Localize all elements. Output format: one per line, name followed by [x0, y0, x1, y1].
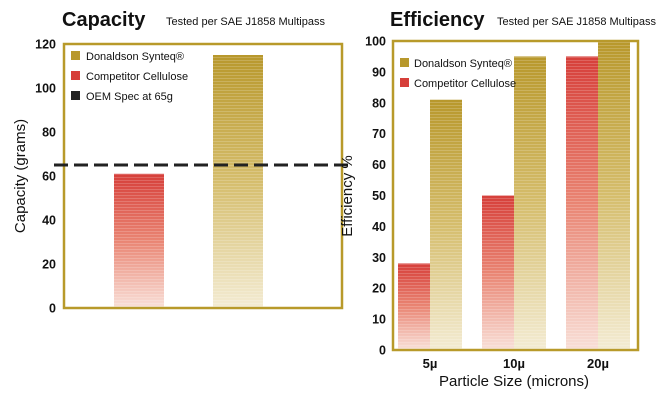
y-tick-label: 0	[379, 344, 386, 358]
y-tick-label: 80	[42, 126, 56, 140]
x-tick-label: 20µ	[587, 356, 609, 371]
bars	[114, 55, 263, 307]
bar-texture	[430, 99, 462, 349]
y-tick-label: 100	[365, 35, 386, 49]
y-tick-label: 30	[372, 251, 386, 265]
y-tick-label: 10	[372, 313, 386, 327]
y-tick-label: 120	[35, 38, 56, 52]
plot-frame	[391, 39, 640, 352]
legend-label-oem: OEM Spec at 65g	[86, 91, 173, 103]
bar-texture	[514, 56, 546, 349]
legend-label-cellulose: Competitor Cellulose	[414, 78, 516, 90]
bar-texture	[482, 195, 514, 349]
y-tick-label: 20	[372, 282, 386, 296]
y-tick-label: 90	[372, 65, 386, 79]
y-axis: 0 20 40 60 80 100 120	[35, 38, 56, 316]
chart-title: Efficiency	[390, 9, 485, 31]
efficiency-chart: Efficiency Tested per SAE J1858 Multipas…	[339, 9, 656, 390]
y-axis-label: Efficiency %	[339, 155, 356, 236]
y-tick-label: 80	[372, 96, 386, 110]
x-tick-label: 5µ	[423, 356, 438, 371]
y-tick-label: 100	[35, 82, 56, 96]
y-tick-label: 60	[372, 158, 386, 172]
legend: Donaldson Synteq® Competitor Cellulose	[400, 58, 516, 90]
y-tick-label: 70	[372, 127, 386, 141]
y-axis: 0 10 20 30 40 50 60 70 80 90 100	[365, 35, 386, 358]
y-tick-label: 40	[42, 214, 56, 228]
legend-label-synteq: Donaldson Synteq®	[414, 58, 512, 70]
x-axis-label: Particle Size (microns)	[439, 373, 589, 390]
y-axis-label: Capacity (grams)	[12, 119, 29, 233]
bar-texture	[566, 56, 598, 349]
legend-label-synteq: Donaldson Synteq®	[86, 51, 184, 63]
capacity-chart: Capacity Tested per SAE J1858 Multipass …	[12, 9, 350, 316]
legend-label-cellulose: Competitor Cellulose	[86, 71, 188, 83]
bars	[398, 41, 630, 349]
chart-title: Capacity	[62, 9, 146, 31]
bar-texture	[598, 41, 630, 349]
plot-frame	[62, 42, 344, 310]
legend-swatch-synteq	[400, 58, 409, 67]
bar-texture	[213, 55, 263, 307]
y-tick-label: 40	[372, 220, 386, 234]
legend: Donaldson Synteq® Competitor Cellulose O…	[71, 51, 188, 103]
y-tick-label: 20	[42, 258, 56, 272]
y-tick-label: 50	[372, 189, 386, 203]
y-tick-label: 60	[42, 170, 56, 184]
legend-swatch-cellulose	[400, 78, 409, 87]
legend-swatch-cellulose	[71, 71, 80, 80]
x-tick-label: 10µ	[503, 356, 525, 371]
bar-texture	[114, 173, 164, 307]
x-axis: 5µ 10µ 20µ	[423, 356, 609, 371]
legend-swatch-oem	[71, 91, 80, 100]
chart-subtitle: Tested per SAE J1858 Multipass	[497, 16, 656, 28]
y-tick-label: 0	[49, 302, 56, 316]
legend-swatch-synteq	[71, 51, 80, 60]
bar-texture	[398, 263, 430, 349]
chart-subtitle: Tested per SAE J1858 Multipass	[166, 16, 325, 28]
